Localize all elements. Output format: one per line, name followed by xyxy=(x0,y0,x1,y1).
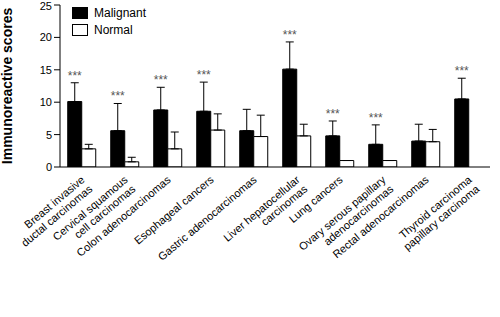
svg-text:Thyroid carcinomapapillary car: Thyroid carcinomapapillary carcinoma xyxy=(393,173,482,253)
svg-text:15: 15 xyxy=(40,64,52,76)
svg-text:***: *** xyxy=(68,69,82,83)
svg-text:***: *** xyxy=(197,68,211,82)
svg-text:10: 10 xyxy=(40,96,52,108)
svg-text:25: 25 xyxy=(40,0,52,12)
svg-text:***: *** xyxy=(326,107,340,121)
svg-text:***: *** xyxy=(369,111,383,125)
svg-text:***: *** xyxy=(154,73,168,87)
svg-text:5: 5 xyxy=(46,129,52,141)
svg-text:20: 20 xyxy=(40,31,52,43)
svg-text:***: *** xyxy=(283,28,297,42)
svg-text:***: *** xyxy=(111,89,125,103)
svg-text:Esophageal cancers: Esophageal cancers xyxy=(132,173,216,247)
svg-text:Immunoreactive scores: Immunoreactive scores xyxy=(8,8,15,165)
svg-text:***: *** xyxy=(455,64,469,78)
svg-text:0: 0 xyxy=(46,161,52,173)
